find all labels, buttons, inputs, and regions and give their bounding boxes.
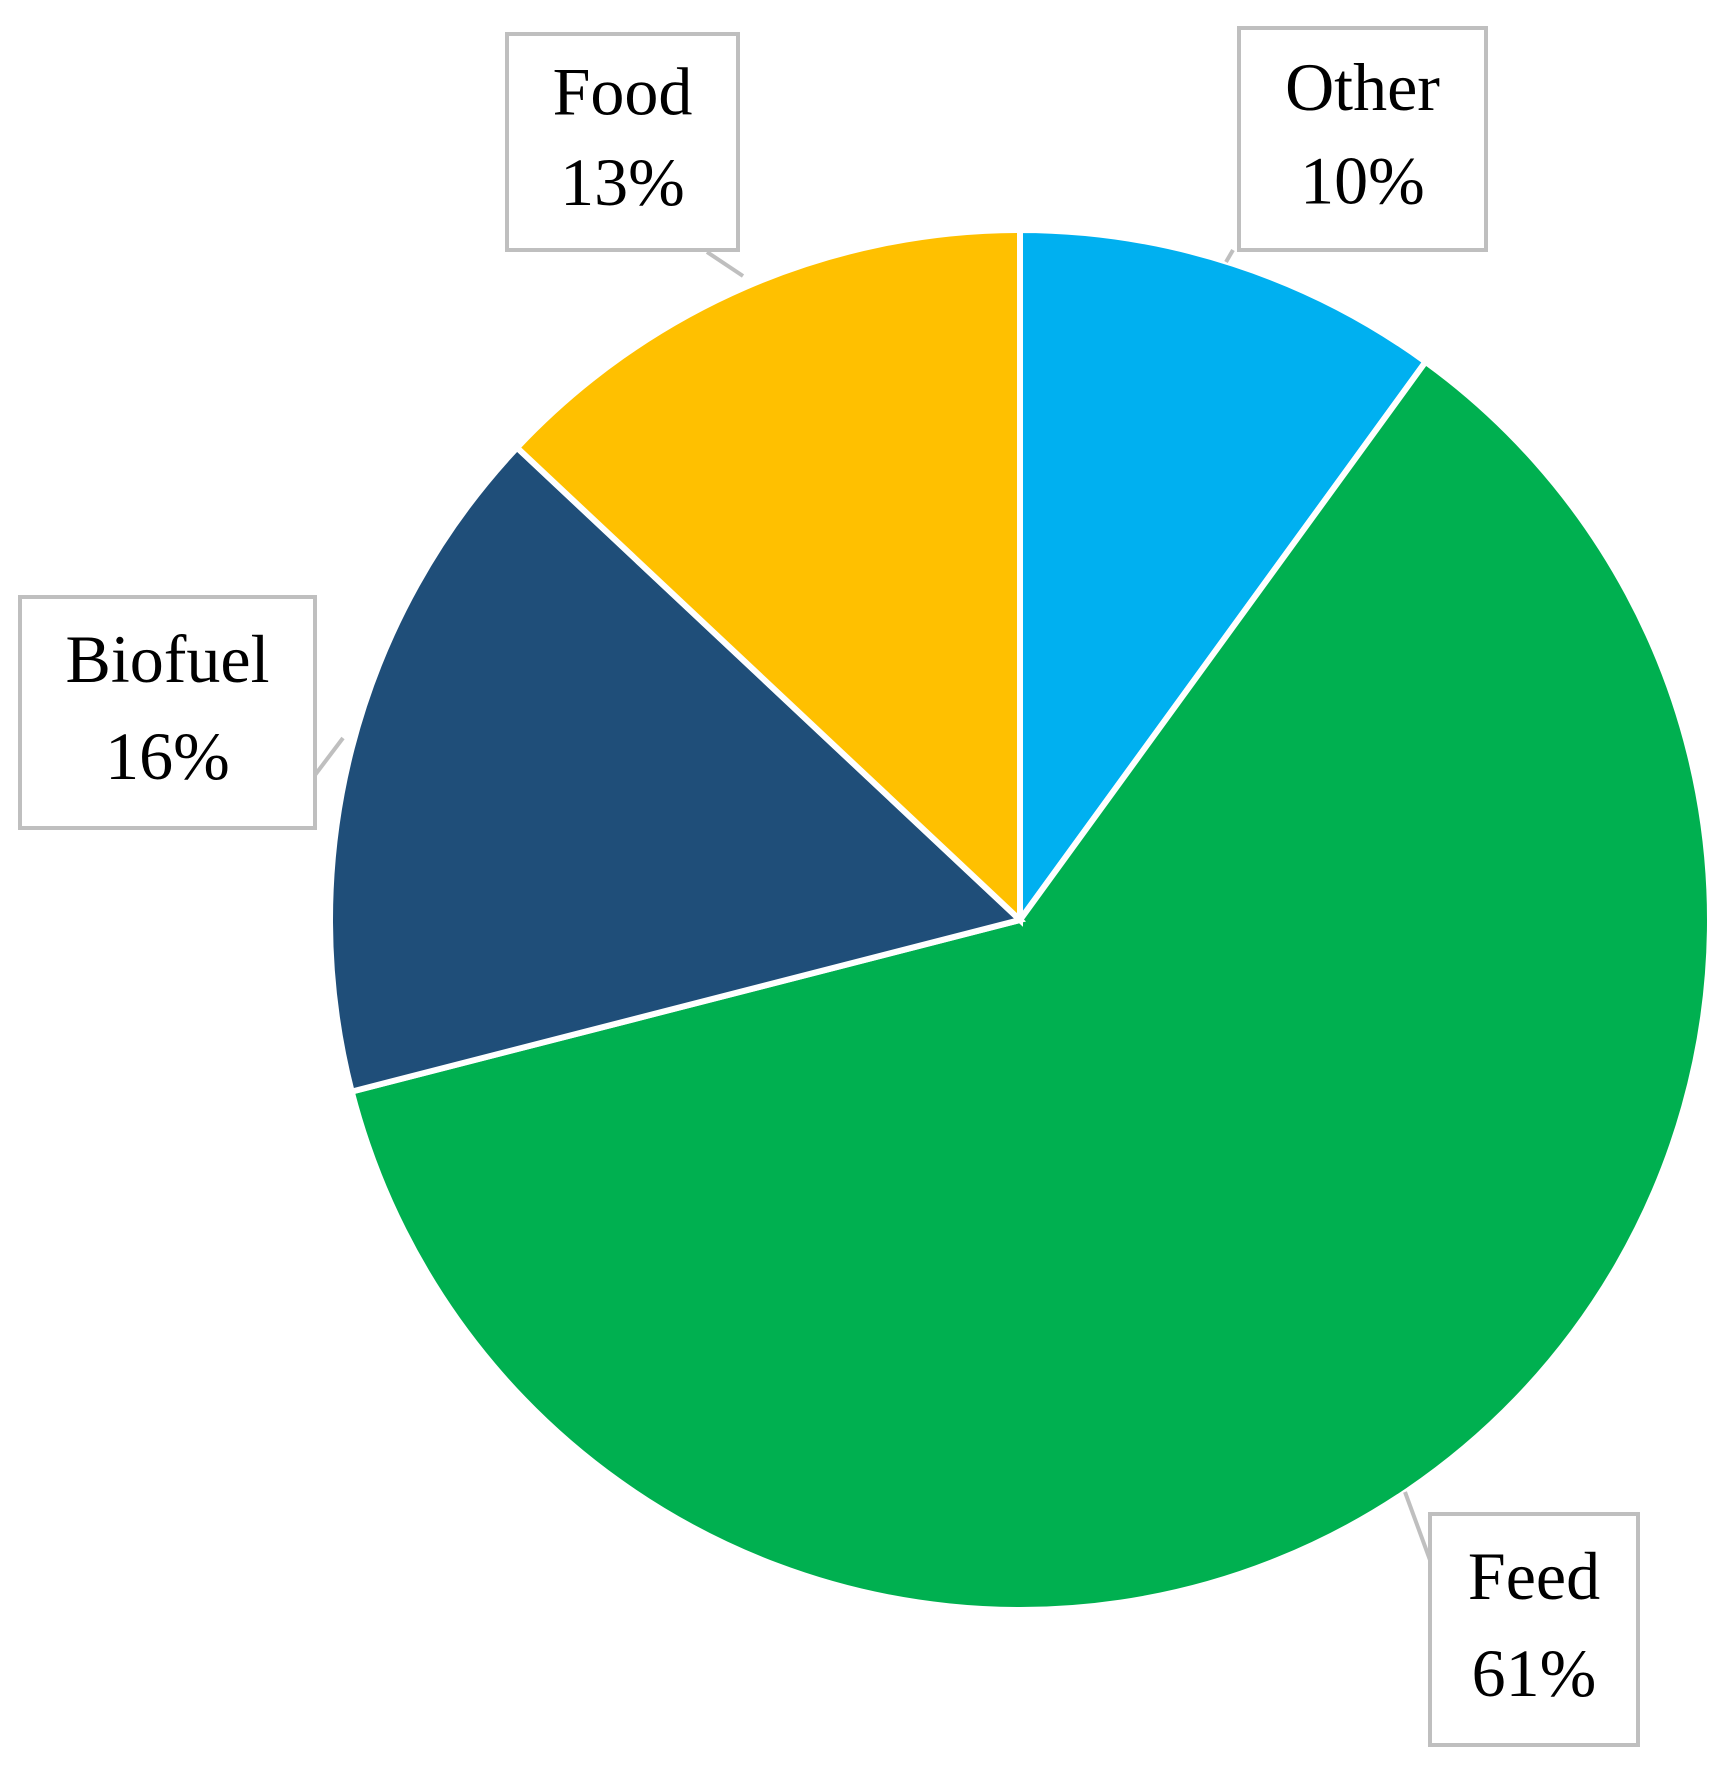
label-box xyxy=(18,595,317,830)
slice-label: Feed xyxy=(1468,1538,1600,1614)
value-label: 13% xyxy=(560,144,685,220)
pie-slice xyxy=(327,443,1027,1096)
leader-line xyxy=(705,250,745,278)
label-box xyxy=(505,32,740,252)
pie-slice xyxy=(512,226,1023,927)
value-label: 10% xyxy=(1300,142,1425,218)
leader-line xyxy=(1224,248,1235,264)
slice-label: Biofuel xyxy=(66,621,270,697)
pie-slice xyxy=(348,357,1713,1613)
slice-label: Other xyxy=(1285,49,1440,125)
leader-line xyxy=(1403,1491,1432,1561)
pie-slice xyxy=(1017,226,1430,930)
leader-line xyxy=(313,736,345,777)
label-box xyxy=(1237,26,1488,252)
slice-label: Food xyxy=(553,53,693,129)
label-box xyxy=(1428,1512,1640,1747)
value-label: 16% xyxy=(105,718,230,794)
value-label: 61% xyxy=(1472,1635,1597,1711)
